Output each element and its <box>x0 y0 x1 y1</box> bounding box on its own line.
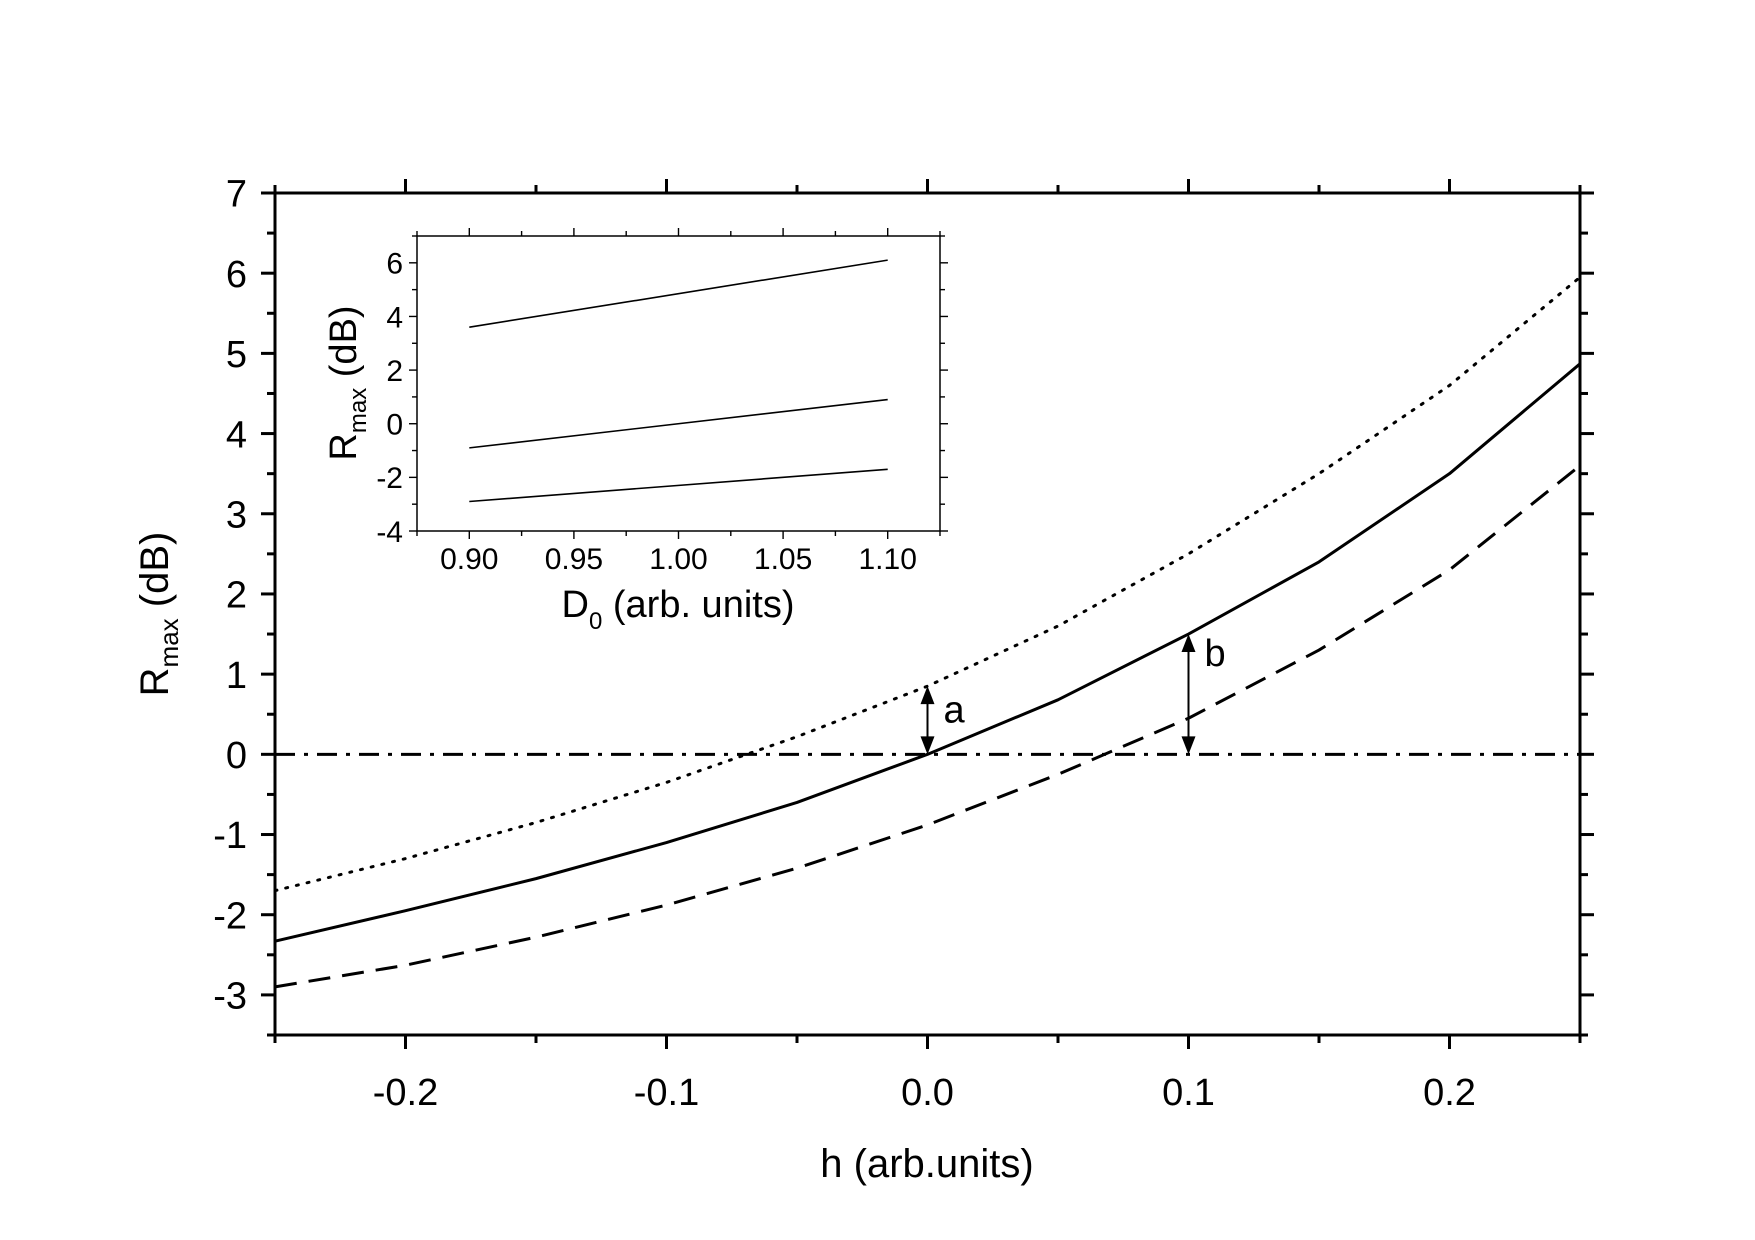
inset-x-label-base: D <box>562 584 589 626</box>
main-x-axis-label: h (arb.units) <box>820 1142 1033 1186</box>
main-y-tick-label: 4 <box>226 414 247 456</box>
inset-y-label-sub: max <box>345 388 372 433</box>
annotation-b-arrowhead-top <box>1181 634 1196 653</box>
inset-background <box>417 236 940 531</box>
main-annotations: ab <box>920 633 1226 755</box>
inset-y-label-base: R <box>323 433 365 460</box>
inset-x-axis-label: D0 (arb. units) <box>562 584 795 635</box>
inset-x-tick-label: 1.10 <box>859 543 917 576</box>
inset-plot-lines <box>469 259 888 503</box>
main-x-tick-label: 0.0 <box>901 1072 954 1114</box>
inset-x-tick-label: 1.05 <box>754 543 812 576</box>
annotation-a-arrowhead-top <box>920 686 935 705</box>
inset-x-label-rest: (arb. units) <box>602 584 794 626</box>
inset-x-label-sub: 0 <box>589 608 602 635</box>
main-y-axis-label: Rmax (dB) <box>133 532 184 697</box>
main-x-tick-label: 0.2 <box>1423 1072 1476 1114</box>
main-x-tick-label: -0.1 <box>634 1072 699 1114</box>
inset-y-ticks: -4 -2 0 2 4 6 <box>376 235 948 549</box>
inset-y-tick-label: -4 <box>376 516 403 549</box>
annotation-b-label: b <box>1205 633 1226 675</box>
inset-y-axis-label: Rmax (dB) <box>323 305 372 460</box>
inset-y-label-rest: (dB) <box>323 305 365 387</box>
main-y-label-base: R <box>133 667 177 696</box>
main-y-ticks: -3 -2 -1 0 1 2 3 4 5 6 7 <box>213 174 1594 1037</box>
inset-y-tick-label: 0 <box>386 409 403 442</box>
main-y-tick-label: -3 <box>213 976 247 1018</box>
inset-y-tick-label: 2 <box>386 355 403 388</box>
annotation-a-label: a <box>944 689 966 731</box>
main-y-tick-label: 2 <box>226 575 247 617</box>
inset-y-tick-label: -2 <box>376 462 403 495</box>
inset-series-solid-0 <box>469 259 888 328</box>
inset-x-ticks: 0.90 0.95 1.00 1.05 1.10 <box>416 228 941 576</box>
main-y-label-rest: (dB) <box>133 532 177 619</box>
main-x-tick-label: 0.1 <box>1162 1072 1215 1114</box>
main-y-tick-label: 1 <box>226 655 247 697</box>
main-y-tick-label: 5 <box>226 334 247 376</box>
annotation-b-arrowhead-bottom <box>1181 736 1196 755</box>
annotation-a-arrowhead-bottom <box>920 736 935 755</box>
inset-x-tick-label: 0.90 <box>440 543 498 576</box>
main-series-dashed-2 <box>274 464 1581 989</box>
inset-x-tick-label: 0.95 <box>545 543 603 576</box>
inset-series-solid-1 <box>469 398 888 449</box>
main-y-tick-label: -1 <box>213 815 247 857</box>
main-y-label-sub: max <box>154 618 184 667</box>
main-y-tick-label: -2 <box>213 895 247 937</box>
main-y-tick-label: 0 <box>226 735 247 777</box>
main-y-tick-label: 3 <box>226 494 247 536</box>
main-x-tick-label: -0.2 <box>373 1072 438 1114</box>
inset-y-tick-label: 6 <box>386 248 403 281</box>
main-x-ticks: -0.2 -0.1 0.0 0.1 0.2 <box>273 179 1582 1114</box>
inset-x-tick-label: 1.00 <box>649 543 707 576</box>
main-y-tick-label: 6 <box>226 254 247 296</box>
inset-y-tick-label: 4 <box>386 301 403 334</box>
main-y-tick-label: 7 <box>226 174 247 216</box>
inset-series-solid-2 <box>469 468 888 503</box>
